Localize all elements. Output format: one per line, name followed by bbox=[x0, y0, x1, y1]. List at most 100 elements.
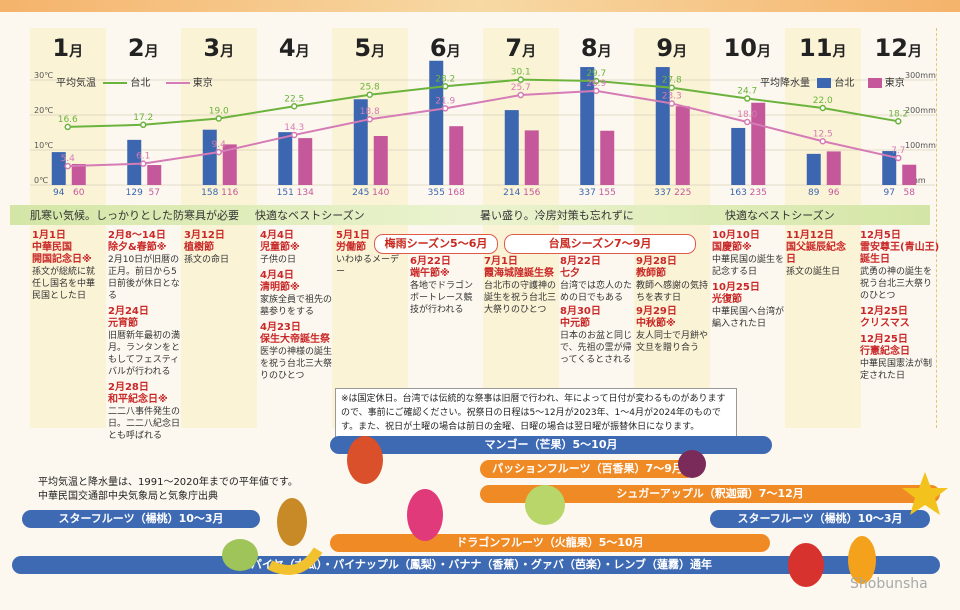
event-date: 10月10日 bbox=[712, 230, 760, 241]
bar-label-taipei: 94 bbox=[53, 188, 65, 198]
month-number: 4 bbox=[278, 34, 296, 62]
holiday-mark: ※ bbox=[82, 254, 92, 265]
event-date: 6月22日 bbox=[410, 256, 451, 267]
taipei-temp-point bbox=[442, 83, 449, 90]
bar-taipei bbox=[127, 139, 142, 185]
climate-text-spring: 快適なベストシーズン bbox=[255, 209, 365, 222]
event-date: 7月1日 bbox=[484, 256, 518, 267]
event-date: 4月4日 bbox=[260, 230, 294, 241]
month-number: 11 bbox=[799, 34, 833, 62]
holiday-mark: ※ bbox=[290, 282, 300, 293]
event-name: 教師節 bbox=[636, 268, 666, 279]
month-suffix: 月 bbox=[832, 44, 847, 60]
event-desc: 中華民国の誕生を記念する日 bbox=[712, 255, 785, 277]
month-number: 12 bbox=[874, 34, 908, 62]
month-label: 2月 bbox=[106, 34, 182, 62]
taipei-temp-value-label: 25.8 bbox=[360, 83, 380, 93]
event-name: 除夕&春節 bbox=[108, 242, 157, 253]
taipei-temp-value-label: 29.7 bbox=[586, 69, 606, 79]
rain-legend: 平均降水量 台北 東京 bbox=[760, 74, 905, 89]
event-desc: 2月10日が旧暦の正月。前日から5日前後が休日となる bbox=[108, 255, 180, 301]
event-desc: 中華民国憲法が制定された日 bbox=[860, 359, 933, 381]
tokyo-temp-point bbox=[517, 91, 524, 99]
starfruit-icon bbox=[902, 472, 948, 515]
tokyo-temp-value-label: 5.4 bbox=[61, 154, 76, 164]
bar-taipei bbox=[51, 152, 66, 185]
taipei-temp-value-label: 22.0 bbox=[813, 96, 833, 106]
taipei-temp-value-label: 17.2 bbox=[133, 113, 153, 123]
taipei-temp-point bbox=[593, 77, 600, 85]
event-name: 中華民国 bbox=[32, 242, 72, 253]
bar-label-tokyo: 58 bbox=[904, 188, 916, 198]
taipei-temp-line bbox=[67, 78, 899, 128]
month-column-2: 2月 bbox=[105, 28, 182, 428]
month-label: 6月 bbox=[408, 34, 484, 62]
fruit-bar-passion: パッションフルーツ（百香果）7～9月 bbox=[480, 460, 695, 478]
month-suffix: 月 bbox=[220, 44, 235, 60]
climate-text-summer: 暑い盛り。冷房対策も忘れずに bbox=[480, 209, 634, 222]
temp-axis-label: 20℃ bbox=[34, 106, 53, 115]
taipei-bar-swatch bbox=[817, 78, 832, 88]
event-name: 中秋節 bbox=[636, 318, 666, 329]
event-sep: 9月28日 教師節 教師へ感謝の気持ちを表す日 9月29日 中秋節※ 友人同士で… bbox=[636, 256, 708, 354]
month-column-8: 8月 bbox=[558, 28, 635, 428]
taipei-temp-point bbox=[215, 115, 222, 122]
bar-taipei bbox=[278, 132, 293, 185]
event-date: 2月28日 bbox=[108, 382, 149, 393]
tokyo-temp-point bbox=[140, 160, 147, 167]
bar-label-tokyo: 96 bbox=[828, 188, 840, 198]
event-desc: 孫文の誕生日 bbox=[786, 267, 841, 277]
month-suffix: 月 bbox=[144, 44, 159, 60]
event-name: 国慶節 bbox=[712, 242, 742, 253]
month-label: 3月 bbox=[181, 34, 257, 62]
month-label: 4月 bbox=[257, 34, 333, 62]
tokyo-temp-point bbox=[366, 115, 373, 123]
bar-label-tokyo: 155 bbox=[599, 188, 616, 198]
event-name: 児童節 bbox=[260, 242, 290, 253]
event-date: 12月25日 bbox=[860, 334, 908, 345]
event-name: 清明節 bbox=[260, 282, 290, 293]
taipei-temp-value-label: 16.6 bbox=[58, 115, 78, 125]
event-date: 8月30日 bbox=[560, 306, 601, 317]
event-desc: 台湾では恋人のための日でもある bbox=[560, 281, 633, 303]
fruit-bar-starfruit-late: スターフルーツ（楊桃）10～3月 bbox=[710, 510, 930, 528]
taipei-temp-point bbox=[668, 84, 675, 91]
bar-tokyo bbox=[524, 130, 539, 185]
month-suffix: 月 bbox=[446, 44, 461, 60]
month-column-12: 12月 bbox=[860, 28, 937, 428]
bar-label-taipei: 337 bbox=[654, 188, 671, 198]
event-desc: 友人同士で月餅や文旦を贈り合う bbox=[636, 331, 709, 353]
event-desc: 孫文の命日 bbox=[184, 255, 230, 265]
tokyo-temp-line bbox=[67, 89, 899, 168]
event-name: 元宵節 bbox=[108, 318, 138, 329]
event-desc: 中華民国へ台湾が編入された日 bbox=[712, 307, 785, 329]
bar-tokyo bbox=[449, 126, 464, 185]
event-desc: 日本のお盆と同じで、先祖の霊が帰ってくるとされる bbox=[560, 331, 633, 365]
bar-label-taipei: 158 bbox=[201, 188, 218, 198]
month-number: 2 bbox=[127, 34, 145, 62]
bar-taipei bbox=[580, 67, 595, 185]
holiday-mark: ※ bbox=[666, 318, 676, 329]
event-date: 8月22日 bbox=[560, 256, 601, 267]
holiday-mark: ※ bbox=[742, 242, 752, 253]
tokyo-temp-point bbox=[819, 138, 826, 145]
wax-apple-icon bbox=[788, 543, 824, 587]
event-name: 光復節 bbox=[712, 294, 742, 305]
bar-tokyo bbox=[373, 136, 388, 185]
month-label: 9月 bbox=[634, 34, 710, 62]
taipei-bar-label: 台北 bbox=[834, 78, 855, 89]
tokyo-temp-value-label: 18.8 bbox=[360, 107, 380, 117]
bar-tokyo bbox=[222, 144, 237, 185]
taipei-line-label: 台北 bbox=[130, 78, 151, 89]
month-number: 8 bbox=[580, 34, 598, 62]
climate-band: 肌寒い気候。しっかりとした防寒具が必要 快適なベストシーズン 暑い盛り。冷房対策… bbox=[10, 205, 930, 225]
fruit-bar-dragonfruit: ドラゴンフルーツ（火龍果）5～10月 bbox=[330, 534, 770, 552]
bar-tokyo bbox=[675, 106, 690, 185]
holiday-mark: ※ bbox=[440, 268, 450, 279]
event-mar: 3月12日 植樹節 孫文の命日 bbox=[184, 230, 254, 266]
fruit-bar-starfruit-early: スターフルーツ（楊桃）10～3月 bbox=[22, 510, 260, 528]
event-desc: 家族全員で祖先の墓参りをする bbox=[260, 295, 333, 317]
event-desc: 台北市の守護神の誕生を祝う台北三大祭りのひとつ bbox=[484, 281, 557, 315]
tokyo-temp-value-label: 7.7 bbox=[891, 146, 905, 156]
tokyo-bar-swatch bbox=[867, 78, 882, 88]
